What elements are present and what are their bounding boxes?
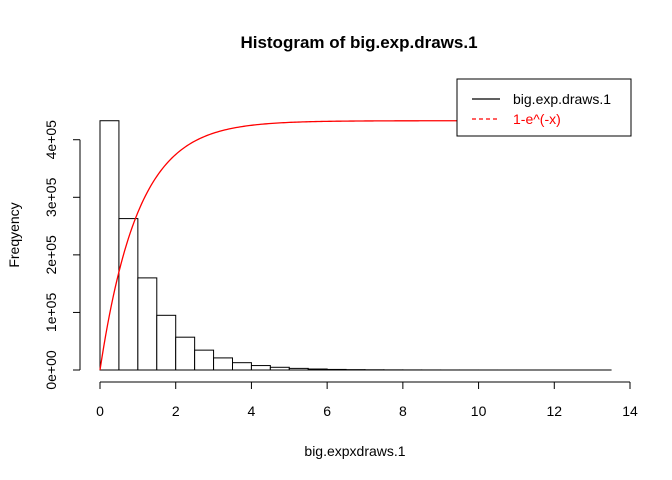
legend: big.exp.draws.1 1-e^(-x) [456,78,632,137]
histogram-bar [307,368,328,371]
x-tick-label: 8 [399,403,407,419]
histogram-bar [288,367,309,371]
x-tick-label: 0 [96,403,104,419]
y-tick-label: 2e+05 [43,235,59,275]
y-tick-label: 3e+05 [43,177,59,217]
y-tick-label: 4e+05 [43,120,59,160]
cdf-curve-group [99,120,612,371]
histogram-bar [156,314,177,371]
x-tick-label: 12 [546,403,562,419]
histogram-bar [213,357,233,371]
histogram-bar [326,368,347,371]
y-tick-label: 1e+05 [43,293,59,333]
histogram-bar [175,336,196,371]
histogram-bar [269,366,290,371]
histogram-bar [232,362,252,371]
histogram-bar [118,218,139,371]
x-axis: 0 2 4 6 8 10 12 14 [96,381,638,419]
cdf-curve [99,120,612,371]
legend-label-histogram: big.exp.draws.1 [513,91,611,107]
x-tick-label: 10 [471,403,487,419]
legend-label-cdf: 1-e^(-x) [513,111,561,127]
x-tick-label: 14 [622,403,638,419]
x-tick-label: 4 [248,403,256,419]
histogram-bar [137,277,158,371]
x-tick-label: 6 [323,403,331,419]
y-axis: 0e+00 1e+05 2e+05 3e+05 4e+05 [43,120,81,390]
chart-title: Histogram of big.exp.draws.1 [240,33,477,52]
x-tick-label: 2 [172,403,180,419]
y-tick-label: 0e+00 [43,350,59,390]
histogram-bar [250,365,271,371]
x-axis-label: big.expxdraws.1 [304,443,405,459]
y-axis-label: Freqyency [6,202,22,267]
histogram-bars [99,120,612,371]
legend-box [456,78,632,137]
histogram-bar [99,120,120,371]
histogram-bar [194,349,215,371]
